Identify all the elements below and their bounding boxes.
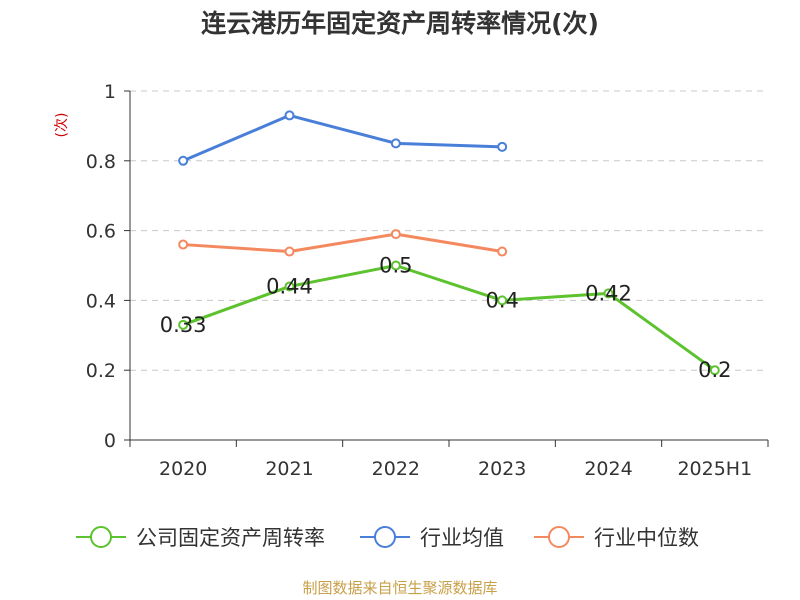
data-label: 0.33 xyxy=(160,313,207,337)
x-tick-label: 2020 xyxy=(159,458,207,480)
y-tick-label: 0.4 xyxy=(86,290,116,312)
x-tick-label: 2023 xyxy=(478,458,526,480)
data-point xyxy=(178,319,189,330)
data-point xyxy=(497,295,508,306)
legend-label: 行业均值 xyxy=(420,526,504,550)
legend-label: 公司固定资产周转率 xyxy=(136,526,325,550)
y-tick-label: 0 xyxy=(104,430,116,452)
chart-title: 连云港历年固定资产周转率情况(次) xyxy=(201,9,599,38)
data-point xyxy=(390,229,401,240)
data-point xyxy=(390,138,401,149)
data-point xyxy=(603,288,614,299)
x-tick-label: 2021 xyxy=(265,458,313,480)
data-point xyxy=(284,110,295,121)
y-tick-label: 0.8 xyxy=(86,151,116,173)
legend-label: 行业中位数 xyxy=(594,526,699,550)
y-tick-label: 1 xyxy=(104,81,116,103)
y-axis-label: (次) xyxy=(54,113,70,138)
legend-marker xyxy=(90,526,112,548)
series-line xyxy=(182,113,503,163)
data-label: 0.5 xyxy=(379,254,412,278)
x-tick-label: 2024 xyxy=(584,458,632,480)
data-point xyxy=(497,246,508,257)
data-point xyxy=(284,281,295,292)
data-label: 0.4 xyxy=(485,288,518,312)
series-line xyxy=(183,232,503,254)
y-tick-label: 0.6 xyxy=(86,221,116,243)
x-tick-label: 2022 xyxy=(372,458,420,480)
data-label: 0.2 xyxy=(698,358,731,382)
data-label: 0.44 xyxy=(266,274,313,298)
data-point xyxy=(390,260,401,271)
x-tick-label: 2025H1 xyxy=(677,458,752,480)
source-note: 制图数据来自恒生聚源数据库 xyxy=(302,579,498,597)
y-tick-label: 0.2 xyxy=(86,360,116,382)
data-point xyxy=(178,155,189,166)
data-point xyxy=(709,365,720,376)
data-point xyxy=(497,141,508,152)
data-point xyxy=(284,246,295,257)
legend-marker xyxy=(548,526,570,548)
series-line xyxy=(182,264,716,372)
data-label: 0.42 xyxy=(585,281,632,305)
legend-marker xyxy=(374,526,396,548)
data-point xyxy=(178,239,189,250)
